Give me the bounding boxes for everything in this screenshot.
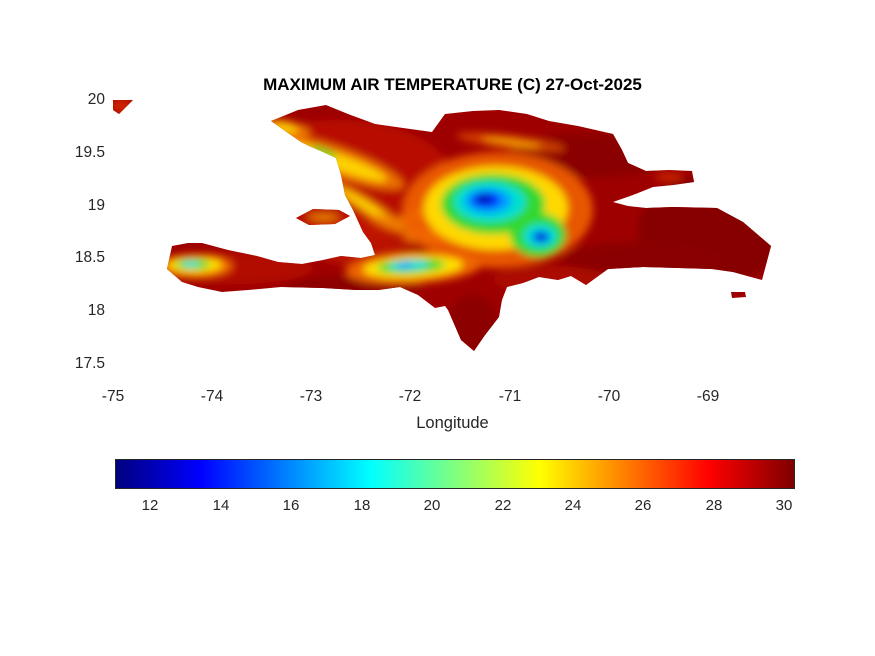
temperature-raster <box>113 100 771 351</box>
y-tick-20: 20 <box>87 91 105 108</box>
colorbar-tick-22: 22 <box>494 497 512 514</box>
colorbar-tick-12: 12 <box>141 497 159 514</box>
colorbar-tick-24: 24 <box>564 497 582 514</box>
colorbar-tick-18: 18 <box>353 497 371 514</box>
temperature-map <box>113 100 790 364</box>
colorbar-tick-28: 28 <box>705 497 723 514</box>
y-tick-19: 19 <box>87 197 105 214</box>
colorbar-tick-20: 20 <box>423 497 441 514</box>
y-tick-18-5: 18.5 <box>74 249 105 266</box>
x-tick-m72: -72 <box>398 388 422 405</box>
colorbar-tick-30: 30 <box>775 497 793 514</box>
x-tick-m74: -74 <box>200 388 224 405</box>
x-tick-m70: -70 <box>597 388 621 405</box>
y-tick-17-5: 17.5 <box>74 355 105 372</box>
y-tick-19-5: 19.5 <box>74 144 105 161</box>
temperature-map-svg <box>113 100 771 351</box>
x-tick-m69: -69 <box>696 388 720 405</box>
x-tick-m75: -75 <box>101 388 125 405</box>
y-tick-18: 18 <box>87 302 105 319</box>
colorbar <box>115 459 795 489</box>
colorbar-tick-14: 14 <box>212 497 230 514</box>
x-axis-label: Longitude <box>416 414 489 432</box>
x-tick-m71: -71 <box>498 388 522 405</box>
colorbar-tick-26: 26 <box>634 497 652 514</box>
colorbar-tick-16: 16 <box>282 497 300 514</box>
plot-title: MAXIMUM AIR TEMPERATURE (C) 27-Oct-2025 <box>263 75 642 94</box>
x-tick-m73: -73 <box>299 388 323 405</box>
